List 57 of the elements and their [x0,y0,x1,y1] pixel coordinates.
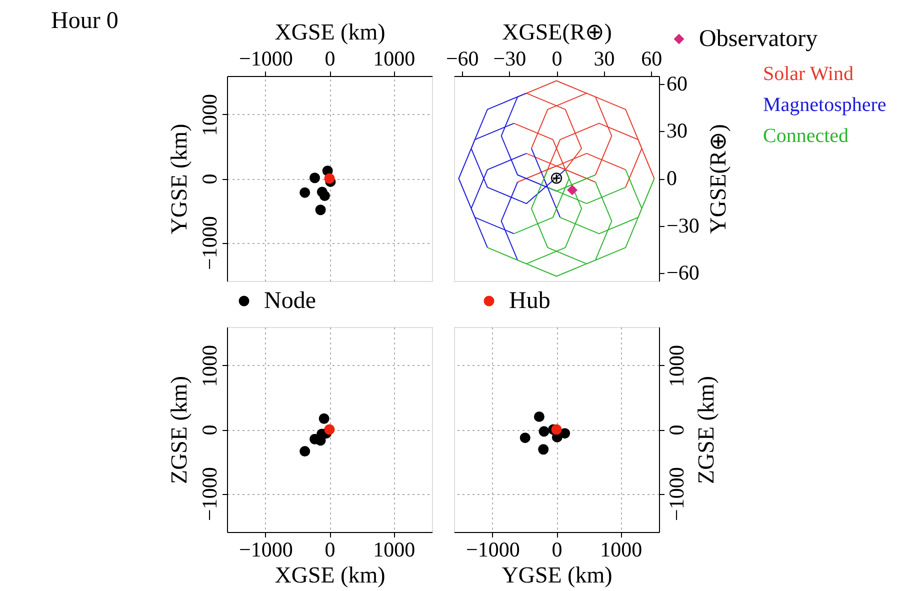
y-tick-label: −1000 [198,467,222,521]
y-tick-label: 0 [664,424,688,436]
text: Connected [763,125,849,147]
x-tick-label: −1000 [466,538,520,562]
point [324,424,335,435]
x-tick-label: 1000 [373,538,416,562]
y-tick-label: 0 [198,424,222,436]
point [520,432,530,444]
point [319,190,330,202]
x-tick-label: 0 [324,46,336,70]
y-tick-label: 30 [666,118,688,143]
y-tick-label: 60 [666,71,688,96]
point [538,444,549,455]
chart-title: Hour 0 [51,8,118,34]
x-axis-title: XGSE (km) [274,562,386,588]
legend-label: Hub [509,288,550,314]
y-axis-title: YGSE(R⊕) [705,124,730,234]
x-tick-label: 30 [594,46,615,70]
y-axis-title: ZGSE (km) [166,376,192,484]
y-tick-label: 0 [198,174,222,184]
point [300,187,310,198]
x-tick-label: −60 [446,46,479,70]
point [538,426,550,437]
x-tick-label: −1000 [239,46,293,70]
y-tick-label: 1000 [198,344,222,387]
point [534,411,544,422]
y-tick-label: −1000 [198,216,222,270]
point [551,424,562,435]
x-tick-label: 1000 [373,46,416,70]
x-tick-label: −30 [493,46,526,70]
text: Magnetosphere [763,94,886,116]
legend-label: Observatory [699,26,818,52]
x-tick-label: 0 [552,46,562,70]
y-tick-label: −30 [666,213,700,238]
y-tick-label: −60 [666,260,700,285]
y-tick-label: 1000 [664,344,688,387]
point [315,204,326,216]
y-axis-title: YGSE (km) [166,124,192,234]
legend-label: Node [264,288,316,314]
point [560,428,570,439]
x-axis-title: YGSE (km) [502,562,612,588]
point [318,413,330,424]
y-tick-label: 1000 [198,94,222,136]
x-axis-title: XGSE(R⊕) [502,20,612,44]
point [300,446,310,457]
x-tick-label: 0 [552,538,562,562]
x-tick-label: −1000 [239,538,293,562]
point [324,173,335,184]
x-tick-label: 1000 [600,538,642,562]
y-axis-title: ZGSE (km) [694,376,718,484]
text: Solar Wind [763,63,854,85]
point [310,172,320,184]
y-tick-label: −1000 [664,467,688,521]
y-tick-label: 0 [666,166,677,190]
x-tick-label: 60 [641,46,662,70]
x-axis-title: XGSE (km) [274,20,386,44]
x-tick-label: 0 [324,538,336,562]
